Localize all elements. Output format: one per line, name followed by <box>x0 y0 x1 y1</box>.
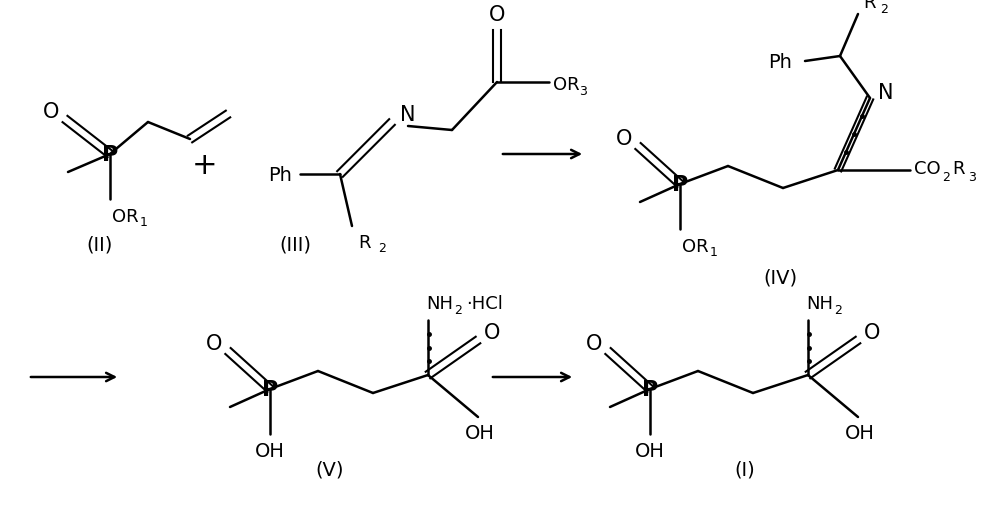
Text: O: O <box>484 322 500 342</box>
Text: OR: OR <box>553 76 580 94</box>
Text: 2: 2 <box>942 170 950 183</box>
Text: (I): (I) <box>735 460 755 479</box>
Text: 2: 2 <box>454 303 462 316</box>
Text: 2: 2 <box>834 303 842 316</box>
Text: O: O <box>43 102 59 122</box>
Text: OH: OH <box>255 442 285 461</box>
Text: 2: 2 <box>378 242 386 255</box>
Text: O: O <box>206 333 222 354</box>
Text: N: N <box>878 83 894 103</box>
Text: P: P <box>262 379 278 399</box>
Text: (IV): (IV) <box>763 268 797 287</box>
Text: NH: NH <box>426 294 453 313</box>
Text: CO: CO <box>914 160 941 178</box>
Text: R: R <box>863 0 876 12</box>
Text: O: O <box>616 129 632 148</box>
Text: N: N <box>400 105 416 125</box>
Text: 2: 2 <box>880 3 888 16</box>
Text: OH: OH <box>845 424 875 442</box>
Text: 3: 3 <box>579 84 587 97</box>
Text: O: O <box>489 5 505 25</box>
Text: OR: OR <box>682 237 709 256</box>
Text: (III): (III) <box>279 235 311 254</box>
Text: OH: OH <box>635 442 665 461</box>
Text: Ph: Ph <box>268 165 292 184</box>
Text: (II): (II) <box>87 235 113 254</box>
Text: Ph: Ph <box>768 53 792 71</box>
Text: P: P <box>102 145 118 165</box>
Text: P: P <box>642 379 658 399</box>
Text: OH: OH <box>465 424 495 442</box>
Text: NH: NH <box>806 294 833 313</box>
Text: ·HCl: ·HCl <box>466 294 503 313</box>
Text: 3: 3 <box>968 170 976 183</box>
Text: 1: 1 <box>710 246 718 259</box>
Text: R: R <box>952 160 964 178</box>
Text: (V): (V) <box>316 460 344 479</box>
Text: OR: OR <box>112 208 139 226</box>
Text: P: P <box>672 175 688 194</box>
Text: R: R <box>358 233 371 251</box>
Text: 1: 1 <box>140 216 148 229</box>
Text: O: O <box>586 333 602 354</box>
Text: O: O <box>864 322 880 342</box>
Text: +: + <box>192 150 218 179</box>
